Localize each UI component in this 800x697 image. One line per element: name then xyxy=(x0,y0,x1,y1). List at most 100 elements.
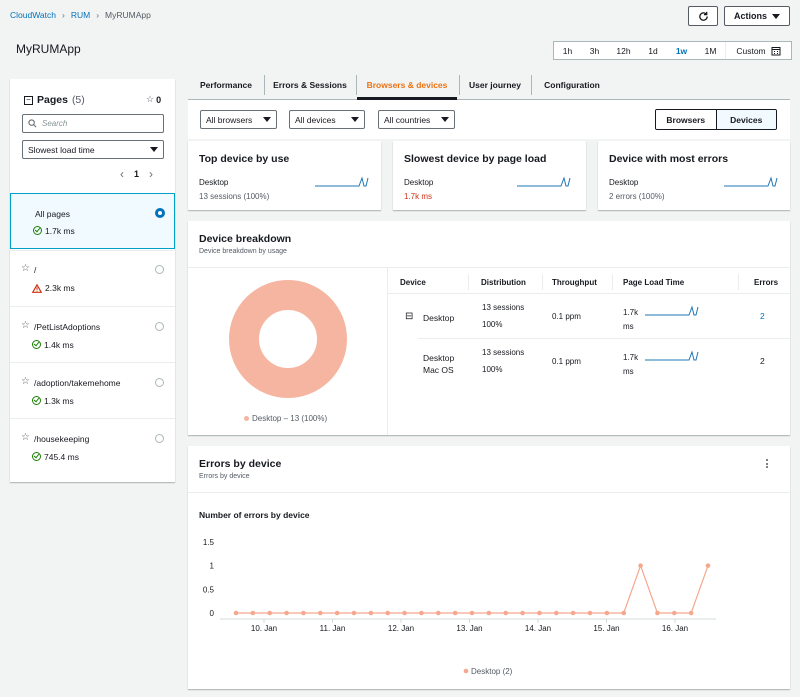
data-point xyxy=(621,610,627,616)
caret-down-icon xyxy=(772,13,780,19)
x-tick-label: 13. Jan xyxy=(456,624,482,633)
page-number[interactable]: 1 xyxy=(134,169,140,179)
page-item-metric: 1.3k ms xyxy=(32,396,74,406)
toggle-devices[interactable]: Devices xyxy=(715,110,776,129)
radio-unselected[interactable] xyxy=(155,434,164,443)
table-header-distribution[interactable]: Distribution xyxy=(481,278,526,287)
radio-unselected[interactable] xyxy=(155,322,164,331)
tab-performance[interactable]: Performance xyxy=(200,80,252,90)
page-item-housekeeping[interactable]: ☆ /housekeeping 745.4 ms xyxy=(10,418,175,482)
caret-down-icon xyxy=(263,117,271,122)
card-title: Top device by use xyxy=(199,153,290,165)
tab-configuration[interactable]: Configuration xyxy=(544,80,600,90)
row-sessions: 13 sessions xyxy=(482,303,525,312)
row-errors-link[interactable]: 2 xyxy=(760,311,765,321)
page-item-name: /adoption/takemehome xyxy=(34,378,121,388)
time-range-12h[interactable]: 12h xyxy=(616,45,631,56)
page-item-metric: 1.4k ms xyxy=(32,340,74,350)
table-divider-vertical xyxy=(387,268,388,435)
y-tick-label: 1 xyxy=(210,562,215,571)
row-throughput: 0.1 ppm xyxy=(552,357,581,366)
tab-user-journey[interactable]: User journey xyxy=(469,80,521,90)
breadcrumb-cloudwatch[interactable]: CloudWatch xyxy=(10,10,56,20)
expand-toggle-icon[interactable]: ⊟ xyxy=(405,311,414,322)
sparkline xyxy=(645,350,699,361)
page-item-metric: 1.7k ms xyxy=(33,226,75,236)
time-range-custom-label: Custom xyxy=(736,45,766,56)
pagination: ‹ 1 › xyxy=(120,167,153,181)
favorites-counter[interactable]: ☆ 0 xyxy=(146,94,161,105)
page-item-root[interactable]: ☆ / 2.3k ms xyxy=(10,250,175,306)
data-point xyxy=(537,610,542,616)
star-icon[interactable]: ☆ xyxy=(21,320,30,331)
time-range-1w[interactable]: 1w xyxy=(675,45,688,56)
time-range-1d[interactable]: 1d xyxy=(648,45,658,56)
time-range-1h[interactable]: 1h xyxy=(562,45,573,56)
tab-errors-sessions[interactable]: Errors & Sessions xyxy=(273,80,347,90)
calendar-icon xyxy=(771,46,781,55)
search-icon xyxy=(28,119,37,128)
page-item-value: 1.7k ms xyxy=(45,226,75,236)
tab-browsers-devices[interactable]: Browsers & devices xyxy=(366,80,448,90)
search-input[interactable]: Search xyxy=(22,114,164,133)
actions-button[interactable]: Actions xyxy=(724,6,790,26)
radio-unselected[interactable] xyxy=(155,378,164,387)
table-header-throughput[interactable]: Throughput xyxy=(552,278,597,287)
page-item-metric: 745.4 ms xyxy=(32,452,79,462)
vertical-dots-icon[interactable] xyxy=(766,459,768,468)
row-device: Desktop xyxy=(423,353,455,363)
page-item-petlistadoptions[interactable]: ☆ /PetListAdoptions 1.4k ms xyxy=(10,306,175,362)
star-icon[interactable]: ☆ xyxy=(21,432,30,443)
pages-count: (5) xyxy=(71,94,85,106)
refresh-button[interactable] xyxy=(688,6,718,26)
star-icon[interactable]: ☆ xyxy=(21,263,30,274)
breadcrumb-current: MyRUMApp xyxy=(105,10,151,20)
table-header-errors[interactable]: Errors xyxy=(754,278,779,287)
star-icon: ☆ xyxy=(146,94,155,104)
header-sep xyxy=(468,274,469,290)
chart-title: Number of errors by device xyxy=(199,510,310,520)
table-header-device[interactable]: Device xyxy=(400,278,426,287)
chevron-left-icon[interactable]: ‹ xyxy=(120,167,124,181)
chevron-right-icon[interactable]: › xyxy=(149,167,154,181)
device-table: Device Distribution Throughput Page Load… xyxy=(388,268,790,435)
x-tick-label: 12. Jan xyxy=(388,624,414,633)
toggle-browsers[interactable]: Browsers xyxy=(656,110,716,129)
check-circle-icon xyxy=(32,396,41,405)
data-point xyxy=(435,610,441,616)
countries-filter[interactable]: All countries xyxy=(378,110,455,129)
card-detail: 2 errors (100%) xyxy=(609,192,665,201)
device-donut-chart xyxy=(229,280,347,398)
table-header-load-time[interactable]: Page Load Time xyxy=(623,278,685,287)
legend-label: Desktop (2) xyxy=(471,667,513,676)
device-breakdown-title: Device breakdown xyxy=(199,233,292,245)
data-point xyxy=(486,610,492,616)
summary-card-top-device: Top device by use Desktop 13 sessions (1… xyxy=(188,141,381,210)
caret-down-icon xyxy=(150,147,158,152)
card-title: Device with most errors xyxy=(609,153,729,165)
sort-select[interactable]: Slowest load time xyxy=(22,140,164,159)
card-device: Desktop xyxy=(404,178,434,187)
page-item-all-pages[interactable]: All pages 1.7k ms xyxy=(10,193,175,249)
time-range-1m[interactable]: 1M xyxy=(704,45,717,56)
pages-header: − Pages (5) xyxy=(24,94,85,106)
time-range-3h[interactable]: 3h xyxy=(589,45,600,56)
x-tick-label: 11. Jan xyxy=(320,624,346,633)
page-item-value: 1.4k ms xyxy=(44,340,74,350)
devices-filter[interactable]: All devices xyxy=(289,110,365,129)
data-point xyxy=(705,563,711,568)
radio-selected[interactable] xyxy=(155,208,165,218)
panel-divider xyxy=(188,267,790,268)
time-range-custom[interactable]: Custom xyxy=(725,42,791,59)
active-tab-indicator xyxy=(357,97,457,100)
star-icon[interactable]: ☆ xyxy=(21,376,30,387)
collapse-icon[interactable]: − xyxy=(24,95,33,105)
browsers-filter[interactable]: All browsers xyxy=(200,110,277,129)
data-point xyxy=(469,610,475,616)
page-item-value: 745.4 ms xyxy=(44,452,79,462)
legend-dot xyxy=(244,416,249,421)
radio-unselected[interactable] xyxy=(155,265,164,274)
page-item-adoption-takemehome[interactable]: ☆ /adoption/takemehome 1.3k ms xyxy=(10,362,175,418)
data-point xyxy=(587,610,593,616)
breadcrumb-rum[interactable]: RUM xyxy=(70,10,91,20)
